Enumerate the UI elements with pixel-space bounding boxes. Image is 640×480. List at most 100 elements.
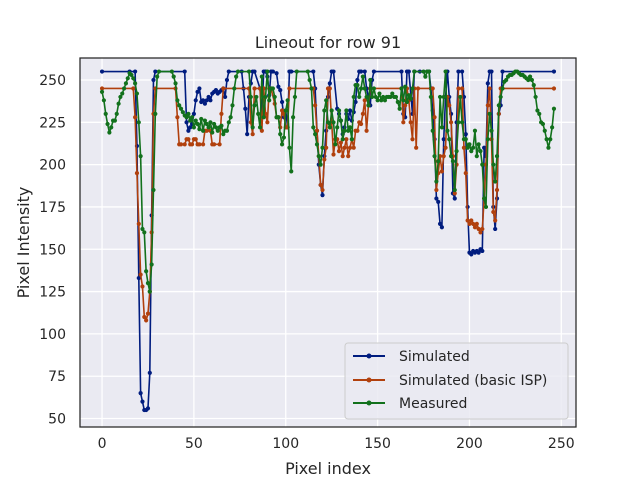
data-point	[432, 154, 437, 159]
data-point	[480, 248, 485, 254]
data-point	[193, 137, 198, 142]
data-point	[471, 145, 476, 150]
data-point	[285, 98, 290, 103]
data-point	[274, 71, 279, 76]
data-point	[546, 145, 551, 150]
data-point	[480, 226, 485, 232]
data-point	[309, 86, 314, 91]
data-point	[342, 128, 347, 133]
data-point	[331, 120, 336, 125]
data-point	[430, 86, 435, 91]
x-tick-label: 150	[364, 436, 391, 452]
data-point	[178, 142, 184, 147]
data-point	[414, 145, 419, 150]
data-point	[114, 111, 119, 116]
data-point	[373, 94, 378, 100]
data-point	[200, 128, 206, 133]
data-point	[548, 137, 553, 142]
data-point	[456, 86, 461, 91]
data-point	[377, 91, 382, 96]
data-point	[272, 94, 277, 100]
data-point	[482, 145, 487, 150]
data-point	[133, 81, 138, 86]
data-point	[403, 103, 408, 108]
data-point	[289, 69, 294, 74]
data-point	[500, 86, 505, 91]
data-point	[551, 106, 557, 111]
data-point	[307, 77, 312, 83]
data-point	[439, 169, 444, 174]
data-point	[346, 128, 351, 133]
data-point	[200, 98, 206, 103]
data-point	[366, 103, 371, 108]
data-point	[469, 218, 474, 223]
data-point	[496, 103, 501, 108]
data-point	[493, 218, 498, 223]
data-point	[316, 154, 321, 159]
data-point	[107, 130, 112, 135]
data-point	[335, 125, 340, 130]
data-point	[395, 99, 400, 105]
data-point	[186, 137, 191, 142]
data-point	[450, 159, 456, 164]
data-point	[471, 221, 476, 226]
data-point	[121, 86, 127, 91]
data-point	[116, 101, 121, 106]
data-point	[485, 137, 490, 142]
data-point	[322, 108, 327, 113]
data-point	[452, 196, 457, 201]
data-point	[480, 162, 485, 167]
data-point	[195, 89, 200, 94]
data-point	[103, 111, 108, 116]
data-point	[226, 120, 231, 125]
data-point	[276, 115, 281, 120]
data-point	[142, 230, 147, 235]
legend: Simulated Simulated (basic ISP) Measured	[344, 342, 569, 420]
chart-title: Lineout for row 91	[255, 33, 401, 52]
data-point	[99, 69, 105, 74]
data-point	[463, 137, 468, 142]
data-point	[504, 77, 509, 83]
y-tick-label: 125	[39, 285, 66, 301]
data-point	[123, 81, 129, 86]
data-point	[531, 82, 536, 88]
data-point	[246, 69, 252, 74]
data-point	[428, 94, 433, 100]
data-point	[101, 98, 106, 103]
y-axis-label: Pixel Intensity	[14, 187, 33, 299]
plot-frame	[79, 57, 577, 428]
y-tick-label: 175	[39, 200, 66, 216]
data-point	[243, 106, 248, 111]
data-point	[540, 121, 546, 127]
data-point	[318, 162, 323, 167]
data-point	[476, 142, 481, 147]
data-point	[491, 209, 496, 215]
data-point	[349, 137, 354, 142]
data-point	[401, 98, 406, 103]
data-point	[230, 103, 235, 108]
data-point	[320, 145, 325, 150]
data-point	[362, 98, 367, 103]
legend-entry-simulated-basic-isp: Simulated (basic ISP)	[353, 373, 547, 389]
data-point	[544, 137, 549, 142]
data-point	[213, 125, 219, 130]
data-point	[333, 142, 338, 147]
data-point	[292, 94, 298, 100]
data-point	[265, 69, 270, 74]
data-point	[232, 86, 237, 91]
data-point	[195, 121, 200, 127]
data-point	[494, 187, 500, 193]
data-point	[322, 157, 327, 162]
data-point	[259, 128, 264, 133]
data-point	[153, 111, 158, 116]
data-point	[204, 98, 209, 103]
data-point	[500, 69, 505, 74]
data-point	[535, 108, 540, 113]
data-point	[476, 250, 481, 255]
data-point	[478, 230, 483, 235]
data-point	[399, 69, 404, 74]
data-point	[248, 94, 253, 100]
data-point	[234, 74, 239, 79]
data-point	[314, 142, 320, 147]
